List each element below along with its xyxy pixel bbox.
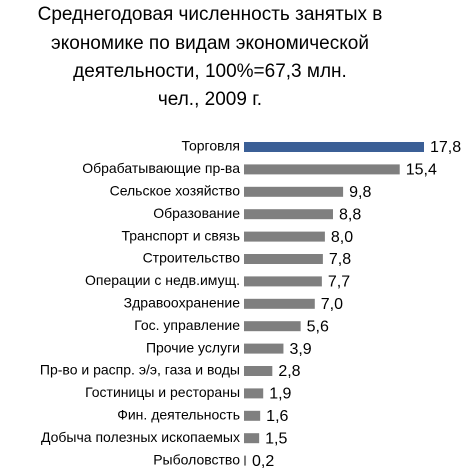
bar — [244, 164, 400, 175]
bar — [244, 209, 333, 220]
value-label: 7,7 — [328, 274, 350, 291]
value-label: 2,8 — [278, 363, 300, 380]
bar — [244, 276, 322, 287]
value-label: 1,6 — [266, 408, 288, 425]
category-label: Гос. управление — [134, 317, 240, 333]
value-label: 1,5 — [265, 430, 287, 447]
bar — [244, 366, 273, 376]
value-label: 1,9 — [269, 386, 291, 403]
bar — [244, 298, 315, 309]
category-label: Операции с недв.имущ. — [85, 272, 240, 288]
category-label: Рыболовство — [153, 451, 240, 467]
category-label: Обрабатывающие пр-ва — [82, 160, 240, 176]
bar — [244, 142, 424, 152]
chart-title: чел., 2009 г. — [158, 89, 262, 110]
value-label: 8,8 — [339, 206, 361, 223]
category-label: Добыча полезных ископаемых — [41, 429, 240, 445]
bar — [244, 455, 247, 466]
value-label: 5,6 — [307, 318, 329, 335]
value-label: 3,9 — [289, 341, 311, 358]
bar — [244, 388, 264, 399]
category-label: Гостиницы и рестораны — [85, 384, 240, 400]
value-label: 7,0 — [321, 296, 343, 313]
bar — [244, 186, 344, 197]
category-label: Торговля — [182, 138, 240, 154]
value-label: 17,8 — [430, 139, 461, 156]
bar — [244, 343, 284, 354]
value-label: 15,4 — [406, 162, 437, 179]
value-label: 0,2 — [252, 453, 274, 470]
chart-title: Среднегодовая численность занятых в — [38, 4, 383, 25]
bar — [244, 321, 301, 332]
bar — [244, 410, 261, 421]
category-label: Здравоохранение — [124, 295, 241, 311]
chart-title: экономике по видам экономической — [51, 33, 369, 54]
value-label: 9,8 — [349, 184, 371, 201]
bar — [244, 433, 260, 444]
chart-title: деятельности, 100%=67,3 млн. — [73, 61, 347, 82]
category-label: Пр-во и распр. э/э, газа и воды — [40, 362, 240, 378]
category-label: Сельское хозяйство — [110, 183, 241, 199]
category-label: Фин. деятельность — [117, 407, 240, 423]
category-label: Строительство — [143, 250, 241, 266]
category-label: Транспорт и связь — [121, 227, 240, 243]
category-label: Прочие услуги — [146, 339, 240, 355]
value-label: 8,0 — [331, 229, 353, 246]
bar — [244, 231, 325, 242]
bar — [244, 254, 323, 264]
category-label: Образование — [153, 205, 240, 221]
value-label: 7,8 — [329, 251, 351, 268]
